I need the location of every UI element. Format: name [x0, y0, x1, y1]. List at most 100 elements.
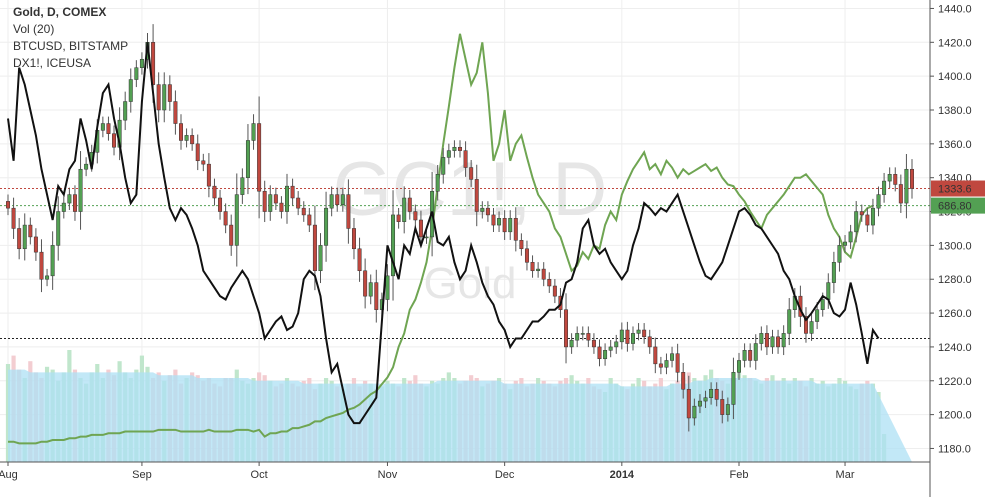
- candle: [195, 134, 200, 171]
- candle-body: [229, 224, 234, 246]
- candle: [530, 255, 535, 278]
- candle: [854, 201, 859, 243]
- candle-body: [603, 350, 608, 360]
- x-tick-label: Oct: [251, 469, 268, 481]
- candle-body: [11, 207, 16, 229]
- candle-body: [737, 360, 741, 373]
- candle-body: [139, 58, 144, 68]
- candle: [424, 229, 429, 244]
- candle-body: [268, 194, 273, 212]
- candle: [809, 314, 814, 341]
- candle-body: [257, 123, 262, 192]
- candle: [865, 207, 870, 233]
- candle-body: [290, 185, 295, 199]
- candle-body: [84, 163, 89, 170]
- candle: [184, 128, 189, 148]
- candle-body: [179, 123, 183, 141]
- candle-body: [876, 194, 881, 209]
- x-tick-label: Dec: [495, 469, 515, 481]
- candle-body: [318, 245, 323, 272]
- candle: [491, 207, 496, 233]
- candle-body: [575, 333, 580, 341]
- y-tick-label: 1220.0: [938, 376, 972, 388]
- y-tick-label: 1380.0: [938, 105, 972, 117]
- candle: [591, 333, 596, 354]
- x-tick-label: Sep: [132, 469, 152, 481]
- y-tick-label: 1180.0: [938, 443, 971, 455]
- candle: [78, 151, 83, 230]
- candle: [56, 196, 61, 261]
- candle: [904, 154, 909, 219]
- candle: [575, 326, 580, 348]
- candle: [776, 329, 781, 354]
- watermark-symbol: GC1!, D: [333, 147, 608, 232]
- candle: [240, 168, 245, 204]
- candle-body: [307, 214, 312, 226]
- candle-body: [664, 360, 669, 368]
- candle: [848, 224, 853, 249]
- candle: [374, 269, 379, 323]
- candle-body: [597, 346, 602, 360]
- candle: [229, 214, 234, 256]
- y-tick-label: 1440.0: [938, 3, 972, 15]
- candle: [564, 293, 569, 364]
- x-tick-label: Mar: [836, 469, 855, 481]
- candle-body: [391, 214, 396, 277]
- candle: [363, 258, 368, 309]
- candle: [452, 140, 457, 158]
- candle-body: [809, 321, 814, 334]
- candle: [351, 217, 356, 260]
- legend-volume[interactable]: Vol (20): [13, 22, 55, 36]
- candle: [441, 148, 446, 184]
- candle-body: [195, 143, 200, 162]
- price-label-text: 686.80: [938, 201, 972, 213]
- candle: [318, 233, 323, 284]
- candle-body: [658, 363, 663, 368]
- candle: [670, 346, 675, 368]
- candle: [513, 207, 518, 252]
- candle-body: [731, 372, 736, 405]
- candle: [787, 298, 792, 346]
- candle: [725, 397, 730, 422]
- candle-body: [17, 228, 22, 250]
- y-tick-label: 1360.0: [938, 139, 972, 151]
- candle-body: [72, 194, 77, 212]
- candle-body: [413, 211, 418, 221]
- candle-body: [703, 397, 708, 402]
- candle: [597, 339, 602, 367]
- legend-dx[interactable]: DX1!, ICEUSA: [13, 56, 92, 70]
- candle: [368, 274, 373, 305]
- dx-line: [7, 42, 880, 425]
- candle: [167, 75, 172, 111]
- btc-series: [8, 33, 874, 445]
- candle: [33, 228, 38, 261]
- x-tick-label: Aug: [0, 469, 18, 481]
- candle-body: [770, 336, 775, 348]
- candle: [446, 143, 451, 165]
- candle-body: [541, 268, 546, 280]
- candle: [692, 398, 697, 426]
- legend-btcusd[interactable]: BTCUSD, BITSTAMP: [13, 39, 129, 53]
- candle: [910, 159, 914, 199]
- legend-gold[interactable]: Gold, D, COMEX: [13, 5, 107, 19]
- candle: [413, 204, 418, 227]
- dx-series: [7, 42, 880, 425]
- candle: [770, 329, 775, 354]
- candle: [497, 211, 502, 233]
- candle-body: [452, 146, 457, 151]
- candle: [251, 114, 256, 150]
- candle: [139, 52, 144, 75]
- candle: [6, 194, 10, 216]
- candle-body: [803, 316, 808, 334]
- candle: [625, 321, 630, 352]
- y-tick-label: 1300.0: [938, 240, 972, 252]
- y-tick-label: 1280.0: [938, 274, 972, 286]
- candle: [753, 334, 758, 370]
- candle: [307, 207, 312, 233]
- candle: [647, 329, 652, 354]
- candle-body: [670, 353, 675, 361]
- candle: [569, 333, 574, 354]
